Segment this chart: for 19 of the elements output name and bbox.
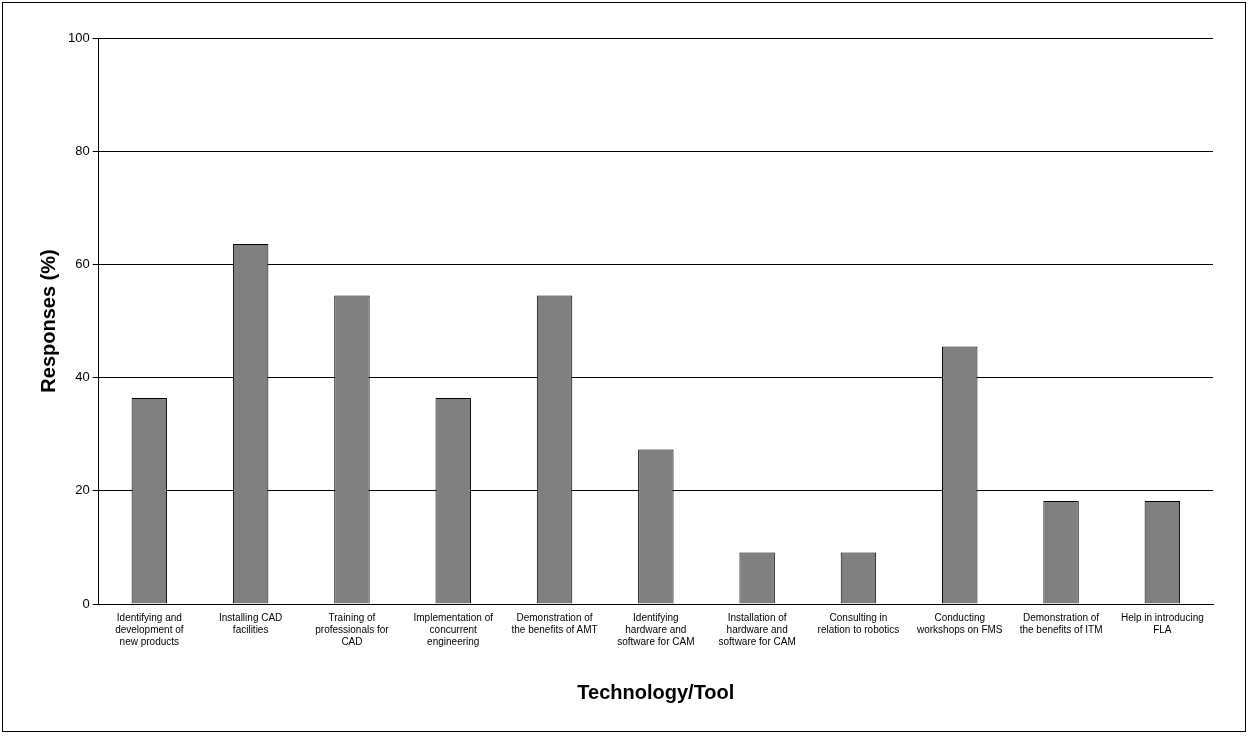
x-tick-label: Identifying hardware and software for CAM [617,611,695,647]
y-tick-label: 60 [75,255,90,271]
x-axis-title: Technology/Tool [577,680,735,703]
y-tick-label: 20 [75,482,90,498]
y-tick-label: 0 [82,595,90,611]
y-tick-label: 100 [67,29,90,45]
x-tick-label: Implementation of concurrent engineering [413,611,494,647]
y-tick-label: 40 [75,369,90,385]
x-tick-label: Installing CAD facilities [218,611,283,635]
x-tick-label: Installation of hardware and software for CAM [718,611,796,647]
x-tick-label: Conducting workshops on FMS [915,611,1003,635]
x-tick-label: Identifying and development of new products [115,611,184,647]
x-tick-label: Demonstration of the benefits of ITM [1019,611,1103,635]
x-tick-label: Consulting in relation to robotics [817,611,900,635]
y-axis-title: Responses (%) [36,249,59,393]
y-tick-label: 80 [75,142,90,158]
x-tick-label: Demonstration of the benefits of AMT [511,611,598,635]
x-tick-label: Help in introducing FLA [1120,611,1204,635]
x-tick-label: Training of professionals for CAD [315,611,390,647]
